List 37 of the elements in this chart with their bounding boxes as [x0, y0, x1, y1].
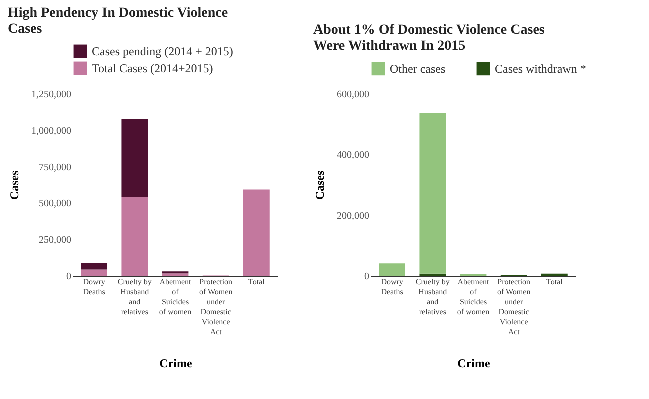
y-tick-label: 1,250,000	[32, 90, 72, 100]
y-tick-label: 200,000	[337, 210, 370, 222]
bar	[122, 196, 148, 276]
y-tick-label: 0	[66, 272, 72, 282]
bar	[420, 113, 446, 274]
chart-title: About 1% Of Domestic Violence Cases Were Withdrawn In 2015	[314, 23, 546, 54]
x-tick-label: Abetment of Suicides of women	[457, 278, 490, 316]
x-tick-label: Cruelty by Husband and relatives	[416, 278, 450, 316]
y-tick-label: 750,000	[39, 162, 72, 174]
y-tick-label: 500,000	[39, 198, 72, 210]
x-axis-title: Crime	[458, 356, 491, 370]
bar	[122, 119, 148, 197]
legend-label: Cases pending (2014 + 2015)	[92, 44, 234, 58]
x-tick-label: Protection of Women under Domestic Violence Act	[199, 278, 233, 336]
y-tick-label: 600,000	[337, 90, 370, 100]
y-axis-title: Cases	[8, 170, 22, 200]
x-tick-label: Protection of Women under Domestic Violence Act	[497, 278, 531, 336]
legend-label: Total Cases (2014+2015)	[92, 62, 214, 76]
bar	[243, 190, 270, 276]
chart-title: High Pendency In Domestic Violence Cases	[8, 6, 228, 37]
legend-label: Cases withdrawn *	[495, 62, 586, 76]
x-tick-label: Cruelty by Husband and relatives	[118, 278, 152, 316]
y-axis-title: Cases	[313, 170, 327, 200]
x-tick-label: Total	[248, 278, 266, 286]
y-tick-label: 400,000	[337, 150, 370, 162]
y-tick-label: 0	[364, 272, 370, 282]
x-tick-label: Total	[546, 278, 564, 286]
legend-label: Other cases	[390, 62, 446, 76]
x-tick-label: Abetment of Suicides of women	[159, 278, 192, 316]
y-tick-label: 250,000	[39, 235, 72, 246]
x-tick-label: Dowry Deaths	[381, 278, 404, 296]
bar	[81, 263, 108, 270]
x-axis-title: Crime	[160, 356, 193, 370]
bar	[379, 264, 406, 276]
x-tick-label: Dowry Deaths	[83, 278, 106, 296]
bar	[81, 270, 108, 276]
y-tick-label: 1,000,000	[32, 126, 72, 137]
